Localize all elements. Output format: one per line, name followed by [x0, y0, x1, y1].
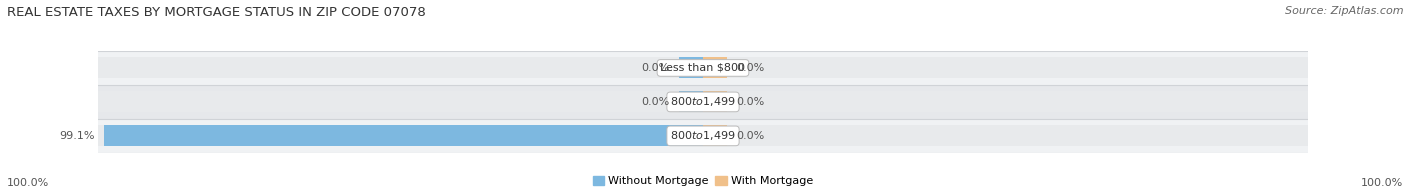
Text: REAL ESTATE TAXES BY MORTGAGE STATUS IN ZIP CODE 07078: REAL ESTATE TAXES BY MORTGAGE STATUS IN … [7, 6, 426, 19]
Bar [703, 57, 1308, 78]
Text: Source: ZipAtlas.com: Source: ZipAtlas.com [1285, 6, 1403, 16]
Bar [703, 91, 1308, 113]
Text: 0.0%: 0.0% [641, 97, 669, 107]
Legend: Without Mortgage, With Mortgage: Without Mortgage, With Mortgage [588, 171, 818, 191]
Text: 0.0%: 0.0% [737, 97, 765, 107]
Bar [703, 57, 727, 78]
Bar [703, 125, 727, 146]
Bar [98, 57, 703, 78]
Bar [679, 57, 703, 78]
Bar [703, 125, 1308, 146]
Bar [703, 91, 727, 113]
Bar [98, 91, 703, 113]
Bar [98, 85, 1308, 119]
Bar [679, 91, 703, 113]
Bar [98, 119, 1308, 153]
Text: 0.0%: 0.0% [737, 63, 765, 73]
Bar [104, 125, 703, 146]
Bar [98, 125, 703, 146]
Text: 0.0%: 0.0% [641, 63, 669, 73]
Text: 100.0%: 100.0% [7, 178, 49, 188]
Text: $800 to $1,499: $800 to $1,499 [671, 129, 735, 142]
Text: Less than $800: Less than $800 [661, 63, 745, 73]
Text: $800 to $1,499: $800 to $1,499 [671, 95, 735, 108]
Bar [98, 51, 1308, 85]
Text: 99.1%: 99.1% [59, 131, 94, 141]
Text: 100.0%: 100.0% [1361, 178, 1403, 188]
Text: 0.0%: 0.0% [737, 131, 765, 141]
